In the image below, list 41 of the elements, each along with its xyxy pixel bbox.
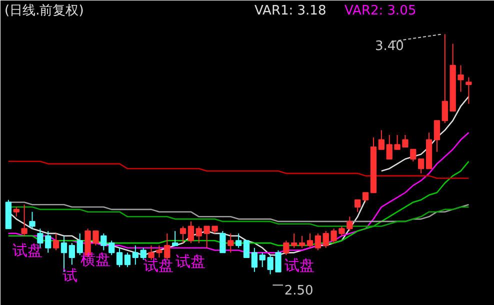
text: 2.50 — [284, 283, 314, 298]
candlestick — [220, 230, 226, 254]
candlestick — [172, 230, 178, 246]
chart-title: (日线.前复权) — [4, 4, 84, 18]
candlestick — [21, 204, 28, 236]
annotation: 试 — [62, 266, 78, 284]
annotation: 横盘 — [80, 250, 110, 268]
candlestick — [29, 211, 36, 230]
candlestick — [180, 226, 186, 244]
candlestick — [434, 120, 440, 152]
candlestick — [251, 247, 258, 272]
text: VAR1: 3.18 — [254, 4, 326, 18]
candlestick — [314, 232, 322, 251]
candlestick — [116, 247, 123, 268]
candlestick — [306, 232, 314, 248]
candlestick — [13, 206, 20, 218]
annotation: 试盘 — [144, 256, 174, 274]
annotation: 3.40 — [375, 39, 404, 54]
candlestick — [442, 34, 448, 124]
candlestick — [52, 232, 60, 251]
candlestick — [354, 199, 361, 212]
candlestick — [298, 235, 306, 248]
text: VAR2: 3.05 — [344, 4, 416, 18]
candlestick — [228, 232, 234, 254]
candlestick — [124, 252, 131, 268]
candlestick — [410, 148, 416, 162]
candlestick — [466, 76, 472, 104]
candlestick — [235, 232, 242, 248]
annotation: 试盘 — [284, 256, 314, 274]
candlestick — [68, 242, 75, 266]
candlestick — [132, 244, 138, 266]
candlestick — [188, 220, 194, 244]
candlestick — [196, 226, 202, 244]
candlestick — [243, 240, 250, 258]
annotation: 试盘 — [12, 242, 42, 260]
annotation: 试盘 — [176, 252, 206, 270]
candlestick — [418, 158, 424, 174]
candlestick — [108, 240, 115, 256]
candlestick — [378, 130, 384, 150]
candlestick — [362, 192, 369, 203]
candlestick — [100, 232, 107, 251]
